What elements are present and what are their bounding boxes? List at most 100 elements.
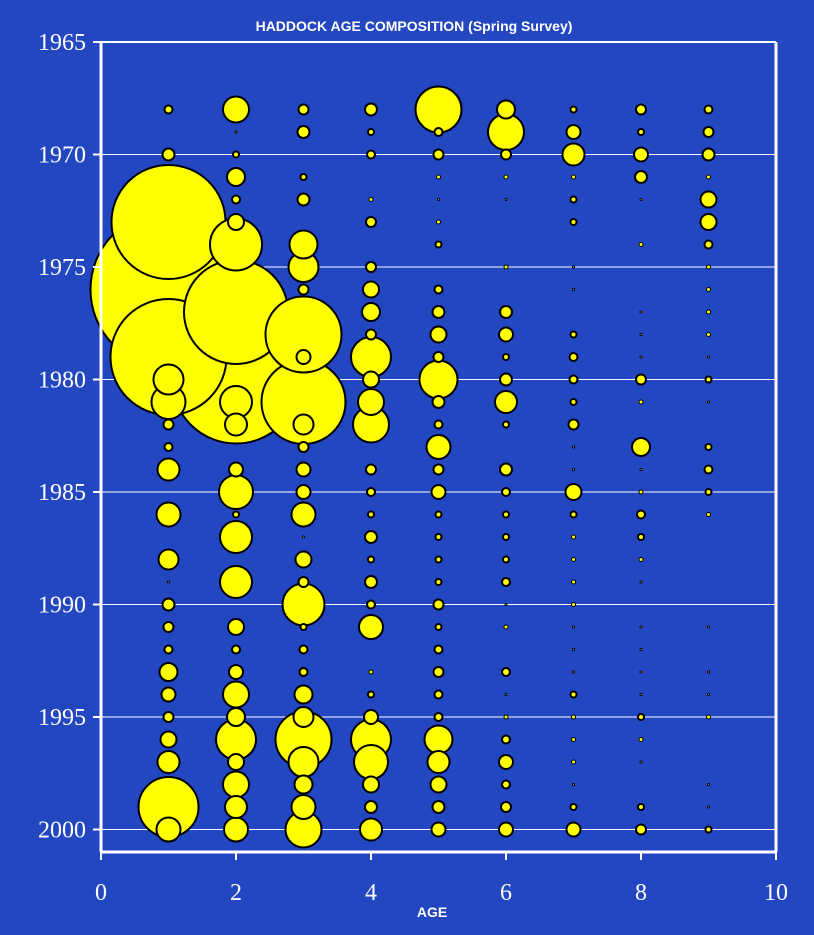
bubble	[295, 461, 312, 478]
bubble	[365, 216, 377, 228]
bubble	[572, 670, 575, 674]
bubble	[162, 418, 175, 431]
bubble	[366, 599, 376, 610]
bubble	[162, 711, 175, 723]
bubble	[503, 264, 509, 270]
bubble	[639, 310, 643, 314]
bubble	[636, 509, 646, 520]
bubble	[294, 550, 313, 569]
bubble	[635, 373, 647, 386]
bubble	[568, 352, 579, 362]
y-tick-labels: 1965 1970 1975 1980 1985 1990 1995 2000	[38, 30, 86, 844]
bubble	[434, 240, 443, 249]
bubble	[639, 648, 643, 651]
bubble	[367, 510, 375, 519]
bubble	[639, 670, 643, 674]
bubble	[501, 487, 511, 497]
bubble	[634, 170, 648, 184]
bubble	[571, 557, 576, 562]
y-tick-label: 1990	[38, 593, 86, 619]
bubble	[231, 644, 241, 655]
bubble	[499, 372, 513, 387]
bubble	[433, 712, 444, 722]
bubble	[297, 441, 310, 453]
bubble	[433, 644, 444, 655]
bubble	[226, 167, 246, 187]
bubble	[638, 737, 644, 742]
bubble	[157, 548, 180, 571]
bubble	[161, 147, 176, 162]
bubble	[635, 103, 647, 116]
bubble	[364, 530, 378, 544]
bubble	[363, 709, 379, 725]
bubble	[264, 295, 343, 374]
bubble	[502, 420, 510, 429]
bubble	[366, 149, 376, 160]
bubble	[637, 533, 645, 541]
bubble	[434, 623, 443, 631]
bubble	[496, 99, 516, 120]
bubble	[637, 713, 645, 721]
bubble	[299, 623, 308, 631]
bubble	[292, 706, 315, 728]
bubble	[502, 533, 510, 541]
bubble	[431, 305, 446, 319]
bubble	[158, 662, 179, 682]
bubble	[707, 400, 710, 404]
bubble	[569, 330, 578, 339]
x-tick-label: 2	[230, 880, 242, 906]
bubble	[222, 95, 250, 124]
bubble	[227, 213, 245, 231]
bubble	[703, 104, 714, 115]
bubble	[639, 580, 643, 584]
bubble	[227, 618, 245, 636]
bubble	[704, 443, 713, 451]
bubble	[226, 707, 246, 727]
bubble	[707, 693, 710, 696]
bubble	[223, 816, 249, 843]
bubble	[638, 399, 644, 405]
bubble	[569, 105, 578, 114]
bubble	[433, 284, 444, 295]
bubble	[494, 390, 518, 414]
bubble	[572, 445, 575, 449]
bubble	[232, 150, 240, 159]
bubble	[565, 821, 582, 838]
bubble	[432, 666, 445, 678]
bubble	[361, 302, 381, 322]
bubble	[706, 512, 711, 517]
bubble	[155, 501, 182, 528]
bubble	[571, 759, 576, 765]
bubble	[362, 775, 380, 794]
bubble	[434, 578, 443, 586]
bubble	[501, 667, 511, 677]
bubble	[110, 164, 227, 280]
bubble	[565, 124, 582, 140]
bubble	[218, 474, 254, 510]
bubble	[224, 795, 248, 819]
bubble	[571, 174, 576, 180]
bubble	[572, 288, 575, 291]
bubble	[228, 461, 244, 478]
bubble	[431, 395, 446, 409]
bubble	[639, 468, 643, 471]
bubble	[296, 192, 311, 207]
bubble	[167, 580, 170, 584]
bubble	[498, 754, 514, 770]
x-tick-label: 10	[764, 880, 788, 906]
bubble	[418, 359, 459, 400]
bubble	[155, 816, 182, 843]
bubble	[156, 457, 181, 482]
bubble	[571, 602, 576, 607]
bubble	[706, 714, 711, 720]
bubble	[639, 198, 643, 201]
bubble	[156, 750, 181, 774]
bubble	[414, 85, 463, 134]
bubble	[365, 328, 377, 341]
bubble	[434, 533, 443, 541]
bubble	[704, 488, 713, 496]
bubble	[501, 734, 511, 745]
x-axis-label: AGE	[417, 904, 447, 920]
bubble	[699, 213, 718, 231]
